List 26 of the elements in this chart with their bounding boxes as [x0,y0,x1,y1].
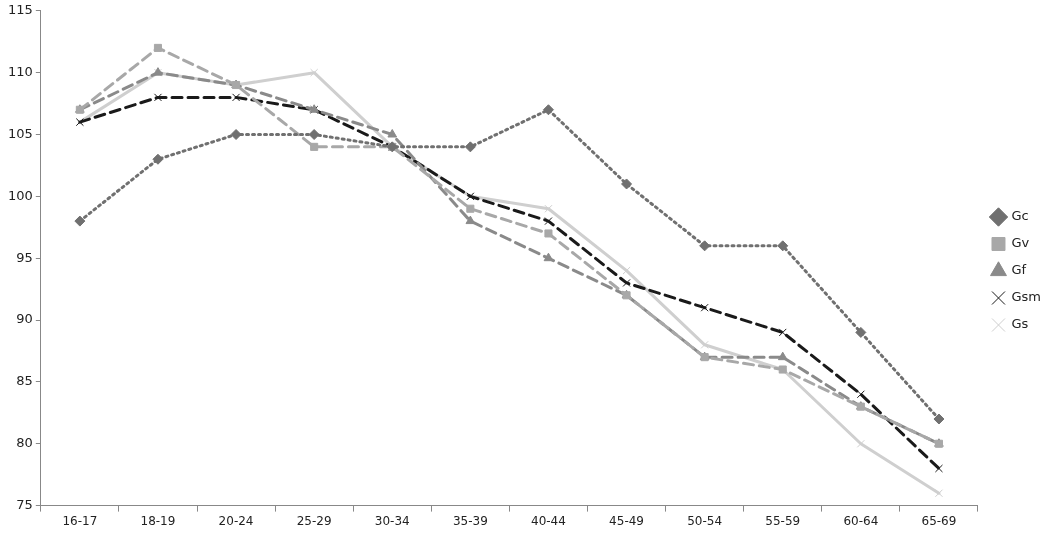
legend-label: Gf [1011,262,1027,278]
x-tick-label: 40-44 [531,513,566,528]
y-tick-label: 100 [7,187,33,203]
x-tick-label: 35-39 [452,513,488,528]
y-tick-label: 90 [16,311,33,327]
legend-label: Gs [1011,316,1029,332]
y-tick-label: 85 [16,373,33,389]
y-tick-label: 105 [7,125,33,141]
legend-label: Gc [1011,208,1029,224]
x-tick-label: 65-69 [921,513,957,528]
y-tick-label: 75 [16,496,33,512]
y-tick-label: 80 [16,435,33,451]
x-tick-label: 16-17 [62,513,98,528]
y-tick-label: 115 [7,2,33,18]
x-tick-label: 60-64 [843,513,879,528]
legend-label: Gsm [1011,289,1042,305]
x-tick-label: 30-34 [374,513,410,528]
x-tick-label: 20-24 [218,513,254,528]
x-tick-label: 18-19 [140,513,176,528]
x-tick-label: 45-49 [609,513,644,528]
x-tick-label: 25-29 [296,513,332,528]
legend-label: Gv [1011,235,1030,251]
y-tick-label: 95 [16,249,33,265]
x-tick-label: 55-59 [765,513,801,528]
y-tick-label: 110 [7,64,33,80]
x-tick-label: 50-54 [687,513,723,528]
